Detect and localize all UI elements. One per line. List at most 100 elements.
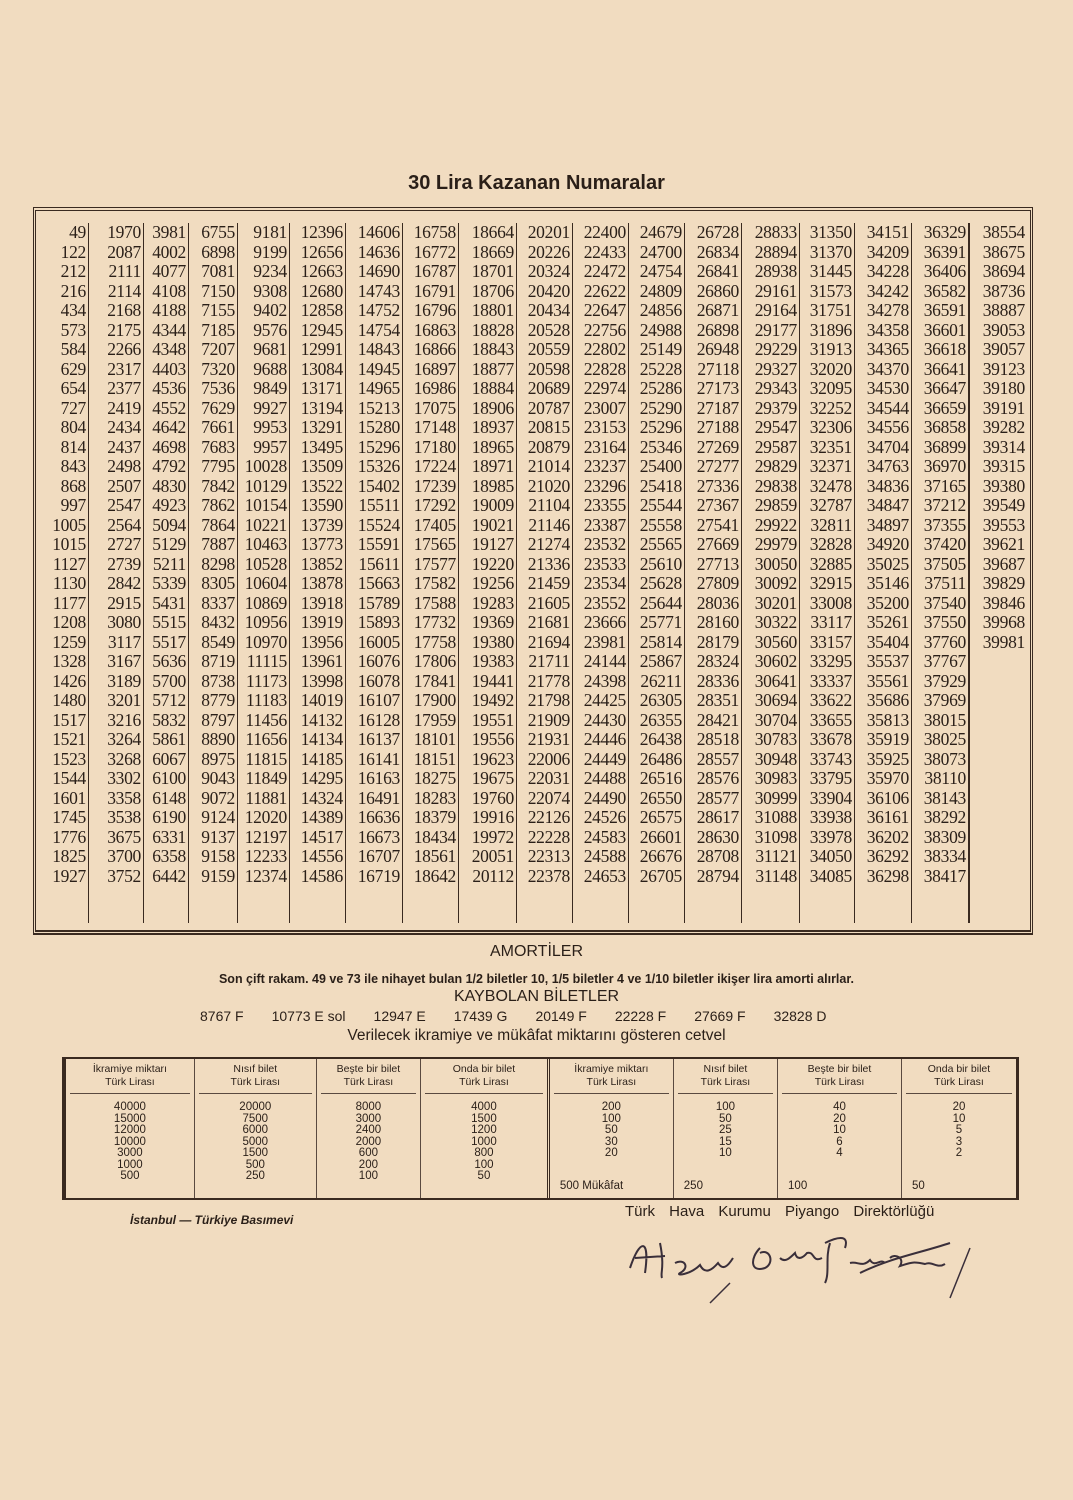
winning-number: 28577 <box>696 787 740 808</box>
winning-number: 22378 <box>527 865 571 886</box>
winning-number: 26211 <box>640 670 682 691</box>
winning-number: 35146 <box>866 573 910 593</box>
winning-number: 1130 <box>52 573 86 593</box>
winning-number: 37212 <box>923 495 967 515</box>
winning-number: 12396 <box>300 222 344 242</box>
winning-number: 654 <box>60 378 87 398</box>
winning-number: 28833 <box>754 222 798 242</box>
winning-number: 12945 <box>300 319 344 340</box>
winning-number: 15591 <box>357 534 401 554</box>
winning-number: 20689 <box>527 378 571 398</box>
winning-number: 23666 <box>583 612 627 632</box>
winning-number: 9124 <box>201 807 235 827</box>
winning-number: 29229 <box>754 339 798 359</box>
winning-number: 6331 <box>152 826 186 847</box>
header-line: Nısıf bilet <box>703 1063 748 1075</box>
prize-column: Nısıf bilet Türk Lirası 20000 7500 6000 5000 1… <box>195 1059 317 1198</box>
lost-ticket: 22228 F <box>614 1008 667 1024</box>
winning-number: 1005 <box>52 514 86 535</box>
winning-number: 17806 <box>413 651 457 671</box>
winning-number: 15893 <box>357 612 401 632</box>
winning-number: 29343 <box>754 378 798 398</box>
winning-number: 8337 <box>201 592 235 613</box>
winning-number: 39053 <box>982 319 1026 340</box>
number-column: 24679 24700 24754 24809 24856 24988 25149 25228… <box>629 222 685 923</box>
prize-value: 50 <box>604 1124 618 1136</box>
winning-number: 5861 <box>152 729 186 749</box>
winning-number: 27336 <box>696 475 740 496</box>
winning-number: 7207 <box>201 339 235 359</box>
lost-ticket: 12947 E <box>373 1008 426 1024</box>
winning-number: 25228 <box>639 358 683 379</box>
winning-number: 28179 <box>696 631 740 652</box>
winning-number: 34242 <box>866 280 910 301</box>
winning-number: 24856 <box>639 300 683 320</box>
winning-number: 23237 <box>583 456 627 476</box>
winning-number: 31350 <box>809 222 853 242</box>
winning-number: 2114 <box>107 280 141 301</box>
prize-value: 100 <box>601 1112 621 1125</box>
winning-number: 15326 <box>357 456 401 476</box>
winning-number: 38554 <box>982 222 1026 242</box>
winning-number: 33743 <box>809 748 853 769</box>
winning-number: 19623 <box>471 748 515 769</box>
winning-number: 24526 <box>583 807 627 827</box>
winning-number: 17180 <box>413 436 457 457</box>
winning-number: 32787 <box>809 495 853 515</box>
winning-number: 20559 <box>527 339 571 359</box>
winning-number: 49 <box>69 222 86 242</box>
lost-tickets-heading: KAYBOLAN BİLETLER <box>453 988 620 1005</box>
winning-number: 24425 <box>583 690 627 710</box>
winning-number: 14132 <box>300 709 344 730</box>
winning-number: 804 <box>60 417 87 437</box>
prize-values: 100 50 25 15 10 <box>674 1094 777 1160</box>
lost-ticket: 32828 D <box>773 1008 827 1024</box>
winning-number: 39191 <box>982 397 1026 418</box>
winning-number: 18669 <box>471 241 515 262</box>
winning-number: 19256 <box>471 573 515 593</box>
prize-value: 50 <box>719 1112 732 1125</box>
winning-number: 11456 <box>245 709 287 730</box>
winning-number: 13852 <box>300 553 344 574</box>
winning-number: 4077 <box>152 261 186 281</box>
winning-number: 32252 <box>809 397 853 418</box>
winning-number: 15213 <box>357 397 401 418</box>
header-line: Türk Lirası <box>105 1076 155 1088</box>
winning-number: 434 <box>60 300 87 320</box>
winning-number: 16141 <box>357 748 401 769</box>
winning-number: 35813 <box>866 709 910 730</box>
lost-ticket: 20149 F <box>535 1008 587 1024</box>
winning-number: 4642 <box>152 417 186 437</box>
winning-number: 37929 <box>923 670 967 691</box>
prize-value: 250 <box>245 1170 265 1182</box>
winning-number: 23164 <box>583 436 627 457</box>
header-line: Türk Lirası <box>934 1076 984 1088</box>
winning-number: 16137 <box>357 729 401 749</box>
winning-number: 25610 <box>639 553 683 574</box>
prize-column: İkramiye miktarı Türk Lirası 40000 15000 120… <box>66 1059 195 1198</box>
winning-number: 7661 <box>201 417 235 437</box>
winning-number: 27118 <box>697 358 739 379</box>
winning-number: 4923 <box>152 495 186 515</box>
winning-number: 28938 <box>754 261 798 281</box>
winning-number: 31751 <box>809 300 853 320</box>
winning-number: 23296 <box>583 475 627 496</box>
winning-number: 33938 <box>809 807 853 827</box>
prize-value: 100 <box>358 1170 378 1182</box>
winning-number: 29829 <box>754 456 798 476</box>
winning-number: 16758 <box>413 222 457 242</box>
winning-number: 37969 <box>923 690 967 710</box>
winning-number: 27269 <box>696 436 740 457</box>
winning-number: 9158 <box>201 846 235 866</box>
prize-value: 3000 <box>117 1147 143 1159</box>
winning-number: 8305 <box>201 573 235 593</box>
winning-number: 13773 <box>300 534 344 554</box>
winning-number: 21711 <box>528 651 570 671</box>
winning-number: 35025 <box>866 553 910 574</box>
winning-number: 39553 <box>982 514 1026 535</box>
winning-number: 7155 <box>201 300 235 320</box>
prize-value: 1500 <box>471 1112 497 1125</box>
winning-number: 19021 <box>471 514 515 535</box>
winning-number: 2087 <box>107 241 141 262</box>
winning-number: 37550 <box>923 612 967 632</box>
